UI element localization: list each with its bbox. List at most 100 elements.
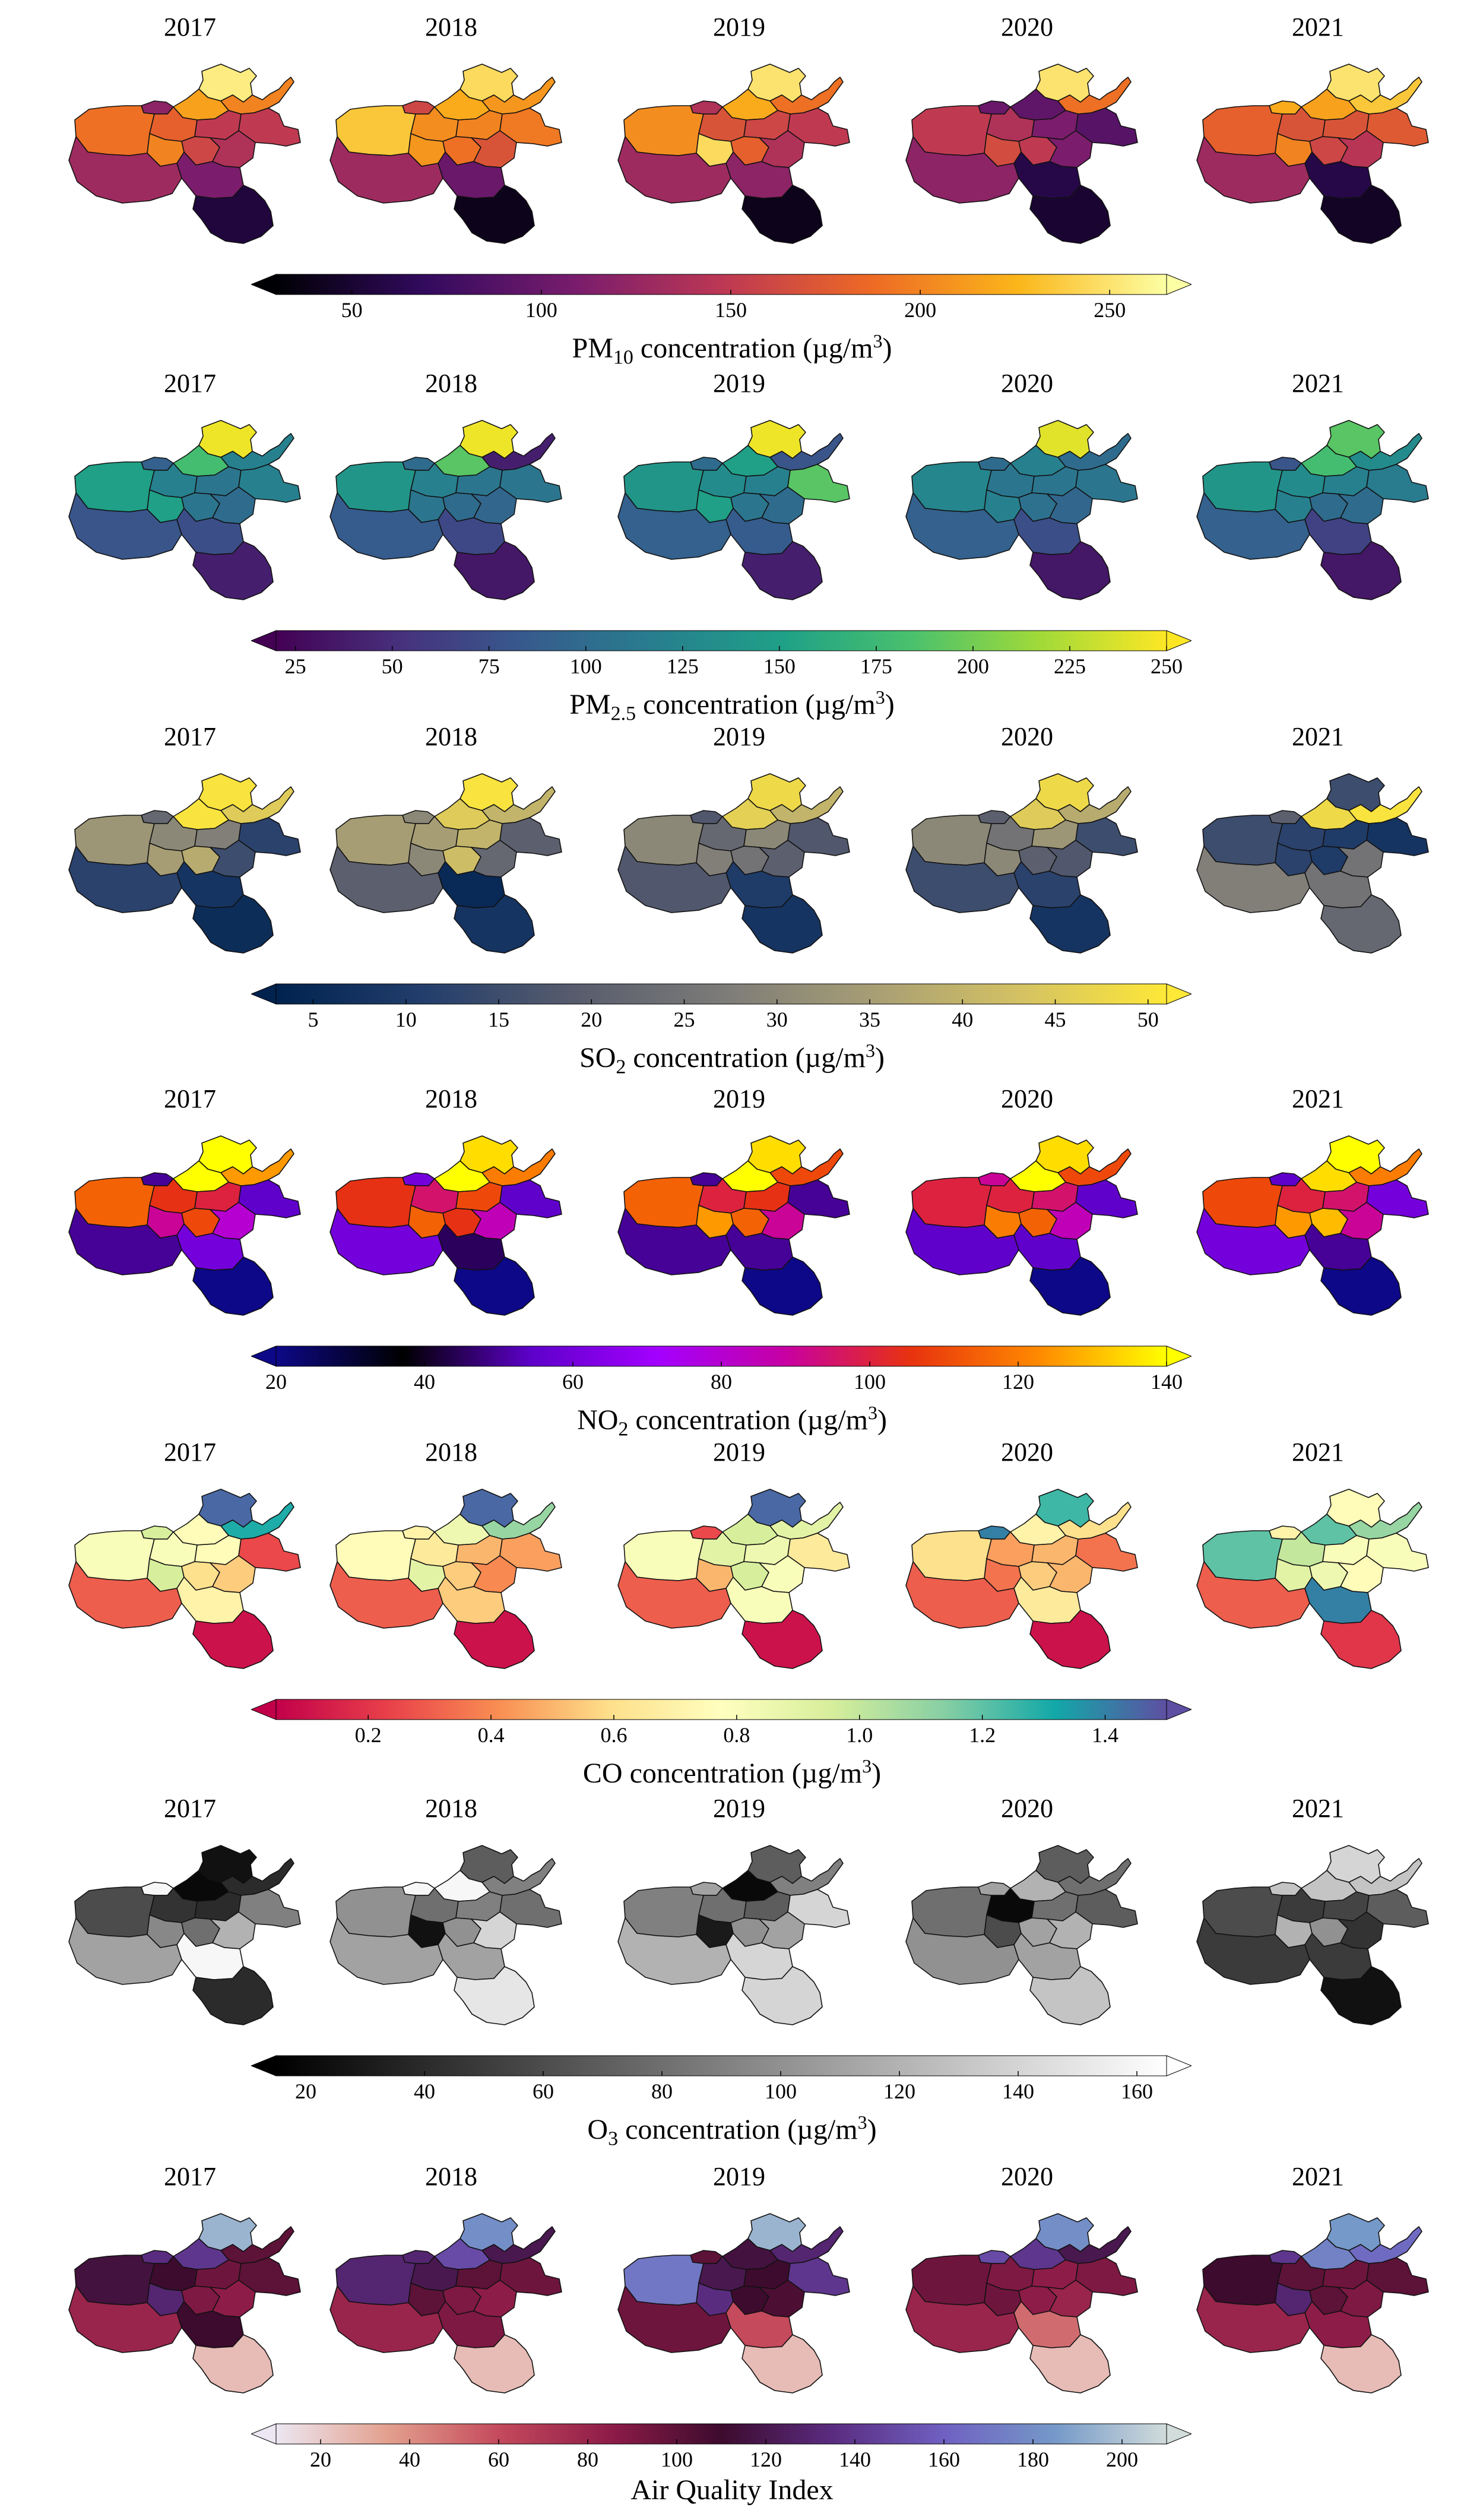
region-r13 (1013, 1223, 1081, 1271)
map-co-2021 (1196, 1489, 1429, 1669)
year-label: 2018 (425, 12, 477, 42)
colorbar-tick-label: 140 (839, 2448, 871, 2471)
region-r14 (1029, 541, 1111, 600)
year-label: 2020 (1001, 12, 1053, 42)
colorbar-tick-label: 25 (673, 1008, 695, 1031)
region-r11 (1338, 1911, 1384, 1949)
colorbar-tick-label: 250 (1094, 298, 1126, 322)
region-r1 (747, 64, 806, 103)
map-no2-2019 (617, 1135, 850, 1316)
region-r14 (741, 1610, 823, 1669)
colorbar-title-label-end: ) (872, 1758, 882, 1789)
region-r1 (198, 64, 257, 103)
region-r13 (438, 508, 505, 555)
region-r5 (911, 461, 992, 512)
region-r1 (460, 2213, 518, 2252)
colorbar-tick-label: 150 (763, 654, 796, 678)
region-r13 (1304, 1933, 1372, 1980)
region-r11 (1047, 130, 1093, 168)
colorbar-title: O3 concentration (µg/m3) (0, 2106, 1464, 2156)
colorbar-title: SO2 concentration (µg/m3) (0, 1034, 1464, 1084)
region-r14 (1029, 2334, 1111, 2394)
map-o3-2021 (1196, 1845, 1429, 2025)
year-label: 2017 (164, 369, 216, 398)
region-r13 (725, 861, 793, 908)
region-r13 (1013, 508, 1081, 555)
year-label: 2017 (164, 2162, 216, 2191)
region-r13 (1013, 861, 1081, 908)
region-r11 (759, 840, 805, 878)
year-label: 2018 (425, 1084, 477, 1113)
region-r1 (1326, 2213, 1385, 2252)
colorbar-tick-label: 0.6 (600, 1723, 628, 1747)
colorbar-extend-min (251, 274, 277, 295)
colorbar-title-label-post: concentration (µg/m (622, 1758, 863, 1789)
region-r11 (759, 1911, 805, 1949)
colorbar-title-label-pre: SO (579, 1042, 616, 1074)
colorbar-title: Air Quality Index (0, 2474, 1464, 2507)
region-r13 (1013, 1576, 1081, 1624)
colorbar-tick-label: 25 (284, 654, 306, 678)
region-r14 (454, 894, 535, 954)
region-r14 (454, 1256, 535, 1316)
colorbar-title: CO concentration (µg/m3) (0, 1749, 1464, 1790)
colorbar-tick-label: 80 (711, 1370, 732, 1394)
year-label: 2019 (713, 12, 765, 42)
region-r1 (1326, 1845, 1385, 1884)
region-r11 (1047, 840, 1093, 878)
region-r13 (438, 1576, 505, 1624)
region-r11 (759, 486, 805, 524)
region-r1 (198, 773, 257, 812)
colorbar-title: NO2 concentration (µg/m3) (0, 1396, 1464, 1446)
year-label: 2021 (1292, 722, 1344, 751)
region-r14 (1029, 894, 1111, 954)
map-pm10-2017 (68, 64, 301, 244)
region-r11 (471, 840, 517, 878)
colorbar-title-label-pre: PM (572, 333, 613, 364)
colorbar-extend-min (251, 983, 277, 1005)
year-label: 2019 (713, 1794, 765, 1823)
region-r14 (1029, 1610, 1111, 1669)
region-r11 (471, 486, 517, 524)
region-r1 (1035, 2213, 1094, 2252)
year-label: 2018 (425, 1794, 477, 1823)
colorbar-extend-min (251, 630, 277, 651)
region-r14 (1029, 185, 1111, 244)
region-r5 (911, 1530, 992, 1581)
colorbar-title-label-post: concentration (µg/m (636, 689, 876, 720)
colorbar-tick-label: 100 (765, 2079, 797, 2103)
year-label: 2019 (713, 1084, 765, 1113)
map-co-2019 (617, 1489, 850, 1669)
colorbar-title-label-sub: 3 (608, 2128, 619, 2150)
region-r1 (460, 420, 518, 459)
region-r5 (1202, 815, 1283, 866)
year-label: 2020 (1001, 1084, 1053, 1113)
region-r5 (623, 1886, 704, 1938)
colorbar-tick-label: 0.2 (354, 1723, 382, 1747)
region-r11 (759, 130, 805, 168)
region-r11 (759, 1555, 805, 1593)
map-so2-2019 (617, 773, 850, 954)
year-label: 2021 (1292, 1084, 1344, 1113)
colorbar-title-label-sup: 3 (865, 1040, 875, 1061)
colorbar-title-label-pre: CO (582, 1758, 623, 1789)
colorbar-title-label-pre: Air Quality Index (630, 2474, 834, 2506)
year-label: 2018 (425, 369, 477, 398)
year-label: 2020 (1001, 1794, 1053, 1823)
colorbar-title-label-sup: 3 (875, 686, 885, 708)
region-r1 (198, 1489, 257, 1528)
region-r11 (1338, 130, 1384, 168)
region-r1 (1326, 64, 1385, 103)
colorbar-title-label-end: ) (867, 2114, 877, 2145)
region-r14 (454, 541, 535, 600)
map-aqi-2018 (329, 2213, 562, 2394)
colorbar-tick-label: 20 (265, 1370, 287, 1394)
region-r11 (1338, 840, 1384, 878)
colorbar-title-label-post: concentration (µg/m (618, 2114, 858, 2145)
map-aqi-2020 (905, 2213, 1138, 2394)
region-r5 (1202, 1530, 1283, 1581)
region-r5 (74, 1886, 155, 1938)
region-r5 (623, 815, 704, 866)
region-r11 (471, 1202, 517, 1240)
map-aqi-2021 (1196, 2213, 1429, 2394)
